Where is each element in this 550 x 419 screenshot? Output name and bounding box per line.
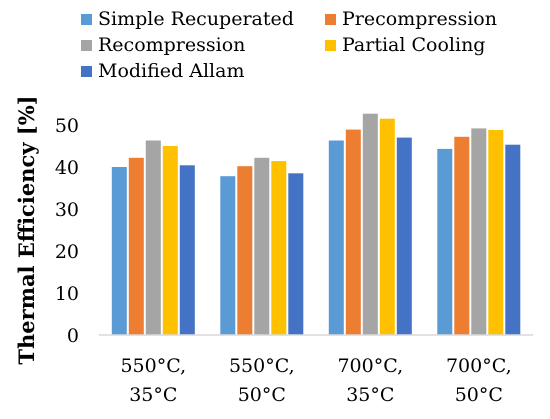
- bar-partial-cooling: [488, 130, 504, 335]
- bar-recompression: [362, 113, 378, 335]
- x-tick-label: 35°C: [346, 384, 394, 406]
- legend-swatch: [81, 40, 92, 51]
- legend-label: Precompression: [342, 8, 497, 30]
- bar-partial-cooling: [271, 161, 287, 335]
- bar-precompression: [345, 129, 361, 335]
- bar-recompression: [145, 140, 161, 335]
- x-tick-label: 550°C,: [120, 355, 186, 377]
- bar-simple-recuperated: [328, 140, 344, 335]
- bar-recompression: [471, 128, 487, 335]
- legend-label: Simple Recuperated: [98, 8, 294, 30]
- bar-simple-recuperated: [111, 167, 127, 335]
- bar-simple-recuperated: [220, 176, 236, 335]
- y-axis-title: Thermal Efficiency [%]: [14, 95, 39, 364]
- legend-swatch: [325, 40, 336, 51]
- bar-partial-cooling: [162, 146, 178, 335]
- legend-label: Partial Cooling: [342, 34, 485, 56]
- bar-partial-cooling: [379, 118, 395, 335]
- bar-recompression: [254, 157, 270, 335]
- legend-swatch: [81, 66, 92, 77]
- x-tick-label: 700°C,: [446, 355, 512, 377]
- y-axis-ticks: 0 10 20 30 40 50: [55, 115, 79, 347]
- legend-label: Recompression: [98, 34, 245, 56]
- y-tick-label: 30: [55, 199, 79, 221]
- bars: [111, 113, 521, 335]
- legend-label: Modified Allam: [98, 60, 244, 82]
- y-tick-label: 20: [55, 241, 79, 263]
- legend-swatch: [81, 14, 92, 25]
- y-tick-label: 40: [55, 157, 79, 179]
- y-tick-label: 10: [55, 283, 79, 305]
- legend-swatch: [325, 14, 336, 25]
- bar-modified-allam: [396, 137, 412, 335]
- x-tick-label: 50°C: [238, 384, 286, 406]
- bar-modified-allam: [505, 144, 521, 335]
- legend: Simple Recuperated Precompression Recompre…: [81, 8, 497, 82]
- bar-simple-recuperated: [437, 148, 453, 335]
- bar-modified-allam: [288, 173, 304, 335]
- x-tick-label: 35°C: [129, 384, 177, 406]
- bar-modified-allam: [179, 165, 195, 335]
- x-tick-label: 550°C,: [229, 355, 295, 377]
- bar-precompression: [454, 136, 470, 335]
- y-tick-label: 50: [55, 115, 79, 137]
- bar-precompression: [237, 166, 253, 335]
- x-axis-labels: 550°C, 35°C 550°C, 50°C 700°C, 35°C 700°C, 50°C: [120, 355, 511, 406]
- x-tick-label: 700°C,: [337, 355, 403, 377]
- bar-precompression: [128, 157, 144, 335]
- y-tick-label: 0: [67, 325, 79, 347]
- x-tick-label: 50°C: [455, 384, 503, 406]
